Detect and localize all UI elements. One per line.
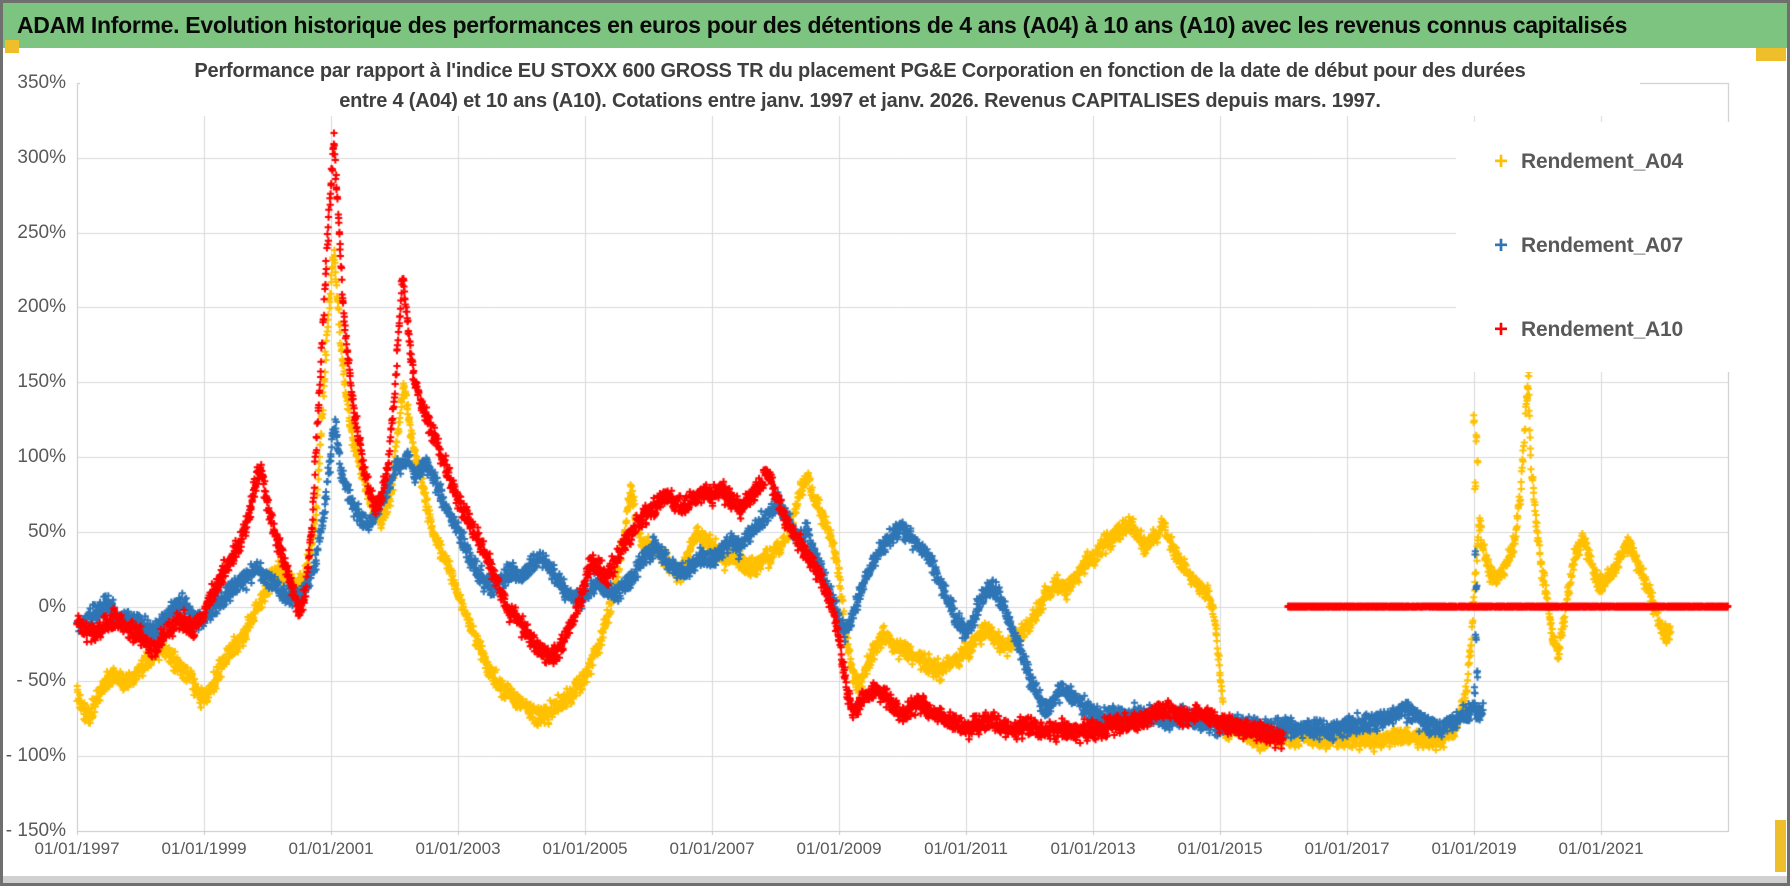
x-axis-tick: 01/01/2001 bbox=[288, 839, 374, 858]
window-bottom-edge bbox=[3, 876, 1787, 883]
y-axis-tick: 50% bbox=[27, 520, 66, 542]
x-axis-tick: 01/01/2003 bbox=[415, 839, 501, 858]
y-axis-tick: 350% bbox=[17, 72, 66, 93]
x-axis-tick: 01/01/2021 bbox=[1558, 839, 1644, 858]
y-axis-tick: 100% bbox=[17, 446, 66, 467]
y-axis-tick: - 150% bbox=[5, 820, 66, 841]
y-axis-tick: 300% bbox=[17, 146, 66, 168]
x-axis-tick: 01/01/2005 bbox=[542, 839, 628, 858]
legend-item-rendement-a10[interactable]: + Rendement_A10 bbox=[1494, 318, 1786, 342]
y-axis-tick: 0% bbox=[38, 595, 66, 617]
chart-title-line-2: entre 4 (A04) et 10 ans (A10). Cotations… bbox=[339, 90, 1381, 112]
header-title: ADAM Informe. Evolution historique des p… bbox=[17, 12, 1628, 38]
chart-title: Performance par rapport à l'indice EU ST… bbox=[80, 56, 1640, 116]
legend-label-a10: Rendement_A10 bbox=[1521, 318, 1683, 341]
x-axis-tick: 01/01/1999 bbox=[161, 839, 247, 858]
y-axis-tick: - 50% bbox=[16, 670, 66, 692]
gold-accent-bottom-right bbox=[1775, 820, 1786, 872]
legend-label-a04: Rendement_A04 bbox=[1521, 150, 1683, 173]
chart-title-line-1: Performance par rapport à l'indice EU ST… bbox=[194, 60, 1526, 82]
x-axis-tick: 01/01/2013 bbox=[1050, 839, 1136, 858]
y-axis-tick: 250% bbox=[17, 221, 66, 243]
x-axis-tick: 01/01/2011 bbox=[924, 839, 1008, 858]
plus-marker-icon-a07: + bbox=[1494, 232, 1509, 259]
legend-item-rendement-a07[interactable]: + Rendement_A07 bbox=[1494, 234, 1786, 258]
x-axis-tick: 01/01/2017 bbox=[1304, 839, 1390, 858]
x-axis-tick: 01/01/2009 bbox=[796, 839, 882, 858]
plus-marker-icon-a04: + bbox=[1494, 148, 1509, 175]
legend-label-a07: Rendement_A07 bbox=[1521, 234, 1683, 257]
y-axis-tick: 150% bbox=[17, 371, 66, 393]
x-axis-tick: 01/01/2007 bbox=[669, 839, 755, 858]
legend-item-rendement-a04[interactable]: + Rendement_A04 bbox=[1494, 150, 1786, 174]
y-axis-tick: - 100% bbox=[5, 745, 66, 767]
gold-accent-top-right bbox=[1756, 48, 1786, 61]
chart-legend: + Rendement_A04 + Rendement_A07 + Rendem… bbox=[1456, 122, 1786, 372]
plus-marker-icon-a10: + bbox=[1494, 316, 1509, 343]
x-axis-tick: 01/01/2015 bbox=[1177, 839, 1263, 858]
x-axis-tick: 01/01/2019 bbox=[1431, 839, 1517, 858]
gold-accent-top-left bbox=[5, 40, 19, 53]
y-axis-tick: 200% bbox=[17, 296, 66, 318]
header-banner: ADAM Informe. Evolution historique des p… bbox=[3, 3, 1787, 48]
x-axis-tick: 01/01/1997 bbox=[34, 839, 120, 858]
